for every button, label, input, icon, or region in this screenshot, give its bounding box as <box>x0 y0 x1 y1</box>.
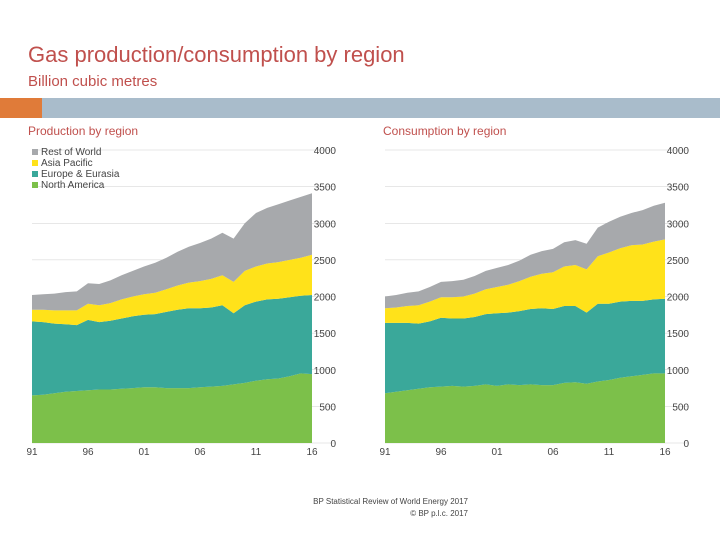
y-tick-label: 2500 <box>667 256 690 267</box>
accent-band <box>0 98 42 118</box>
x-tick-label: 16 <box>306 447 318 458</box>
area-series-europe-eurasia <box>385 298 665 394</box>
area-series-rest-of-world <box>32 193 312 311</box>
page-subtitle: Billion cubic metres <box>28 73 158 90</box>
area-series-north-america <box>385 373 665 443</box>
y-tick-label: 0 <box>683 439 689 450</box>
legend-swatch <box>32 171 38 177</box>
x-tick-label: 01 <box>138 447 150 458</box>
y-tick-label: 3000 <box>314 219 337 230</box>
legend-swatch <box>32 149 38 155</box>
y-tick-label: 3500 <box>667 183 690 194</box>
x-tick-label: 96 <box>435 447 447 458</box>
y-tick-label: 4000 <box>314 146 337 157</box>
x-tick-label: 06 <box>194 447 206 458</box>
source-line-1: BP Statistical Review of World Energy 20… <box>313 497 468 506</box>
y-tick-label: 500 <box>319 402 336 413</box>
x-tick-label: 91 <box>26 447 38 458</box>
title-band <box>42 98 720 118</box>
y-tick-label: 1500 <box>314 329 337 340</box>
area-series-asia-pacific <box>385 239 665 324</box>
legend-swatch <box>32 160 38 166</box>
area-series-asia-pacific <box>32 254 312 326</box>
source-note: BP Statistical Review of World Energy 20… <box>312 496 468 520</box>
y-tick-label: 500 <box>672 402 689 413</box>
x-tick-label: 06 <box>547 447 559 458</box>
x-tick-label: 91 <box>379 447 391 458</box>
y-tick-label: 2000 <box>667 293 690 304</box>
legend-label: Europe & Eurasia <box>41 169 120 180</box>
x-tick-label: 11 <box>251 447 262 458</box>
x-tick-label: 16 <box>659 447 671 458</box>
legend-label: Rest of World <box>41 147 101 158</box>
y-tick-label: 2500 <box>314 256 337 267</box>
page-title: Gas production/consumption by region <box>28 42 405 67</box>
area-series-rest-of-world <box>385 202 665 309</box>
y-tick-label: 1000 <box>667 366 690 377</box>
production-chart-title: Production by region <box>28 124 139 138</box>
consumption-chart-title: Consumption by region <box>383 124 507 138</box>
legend-swatch <box>32 182 38 188</box>
y-tick-label: 2000 <box>314 293 337 304</box>
area-series-north-america <box>32 373 312 443</box>
x-tick-label: 96 <box>82 447 94 458</box>
x-tick-label: 11 <box>604 447 615 458</box>
legend-label: North America <box>41 180 105 191</box>
y-tick-label: 4000 <box>667 146 690 157</box>
y-tick-label: 3000 <box>667 219 690 230</box>
x-tick-label: 01 <box>491 447 503 458</box>
source-line-2: © BP p.l.c. 2017 <box>410 509 468 518</box>
area-series-europe-eurasia <box>32 295 312 396</box>
y-tick-label: 0 <box>330 439 336 450</box>
y-tick-label: 1500 <box>667 329 690 340</box>
y-tick-label: 3500 <box>314 183 337 194</box>
legend-label: Asia Pacific <box>41 158 93 169</box>
y-tick-label: 1000 <box>314 366 337 377</box>
